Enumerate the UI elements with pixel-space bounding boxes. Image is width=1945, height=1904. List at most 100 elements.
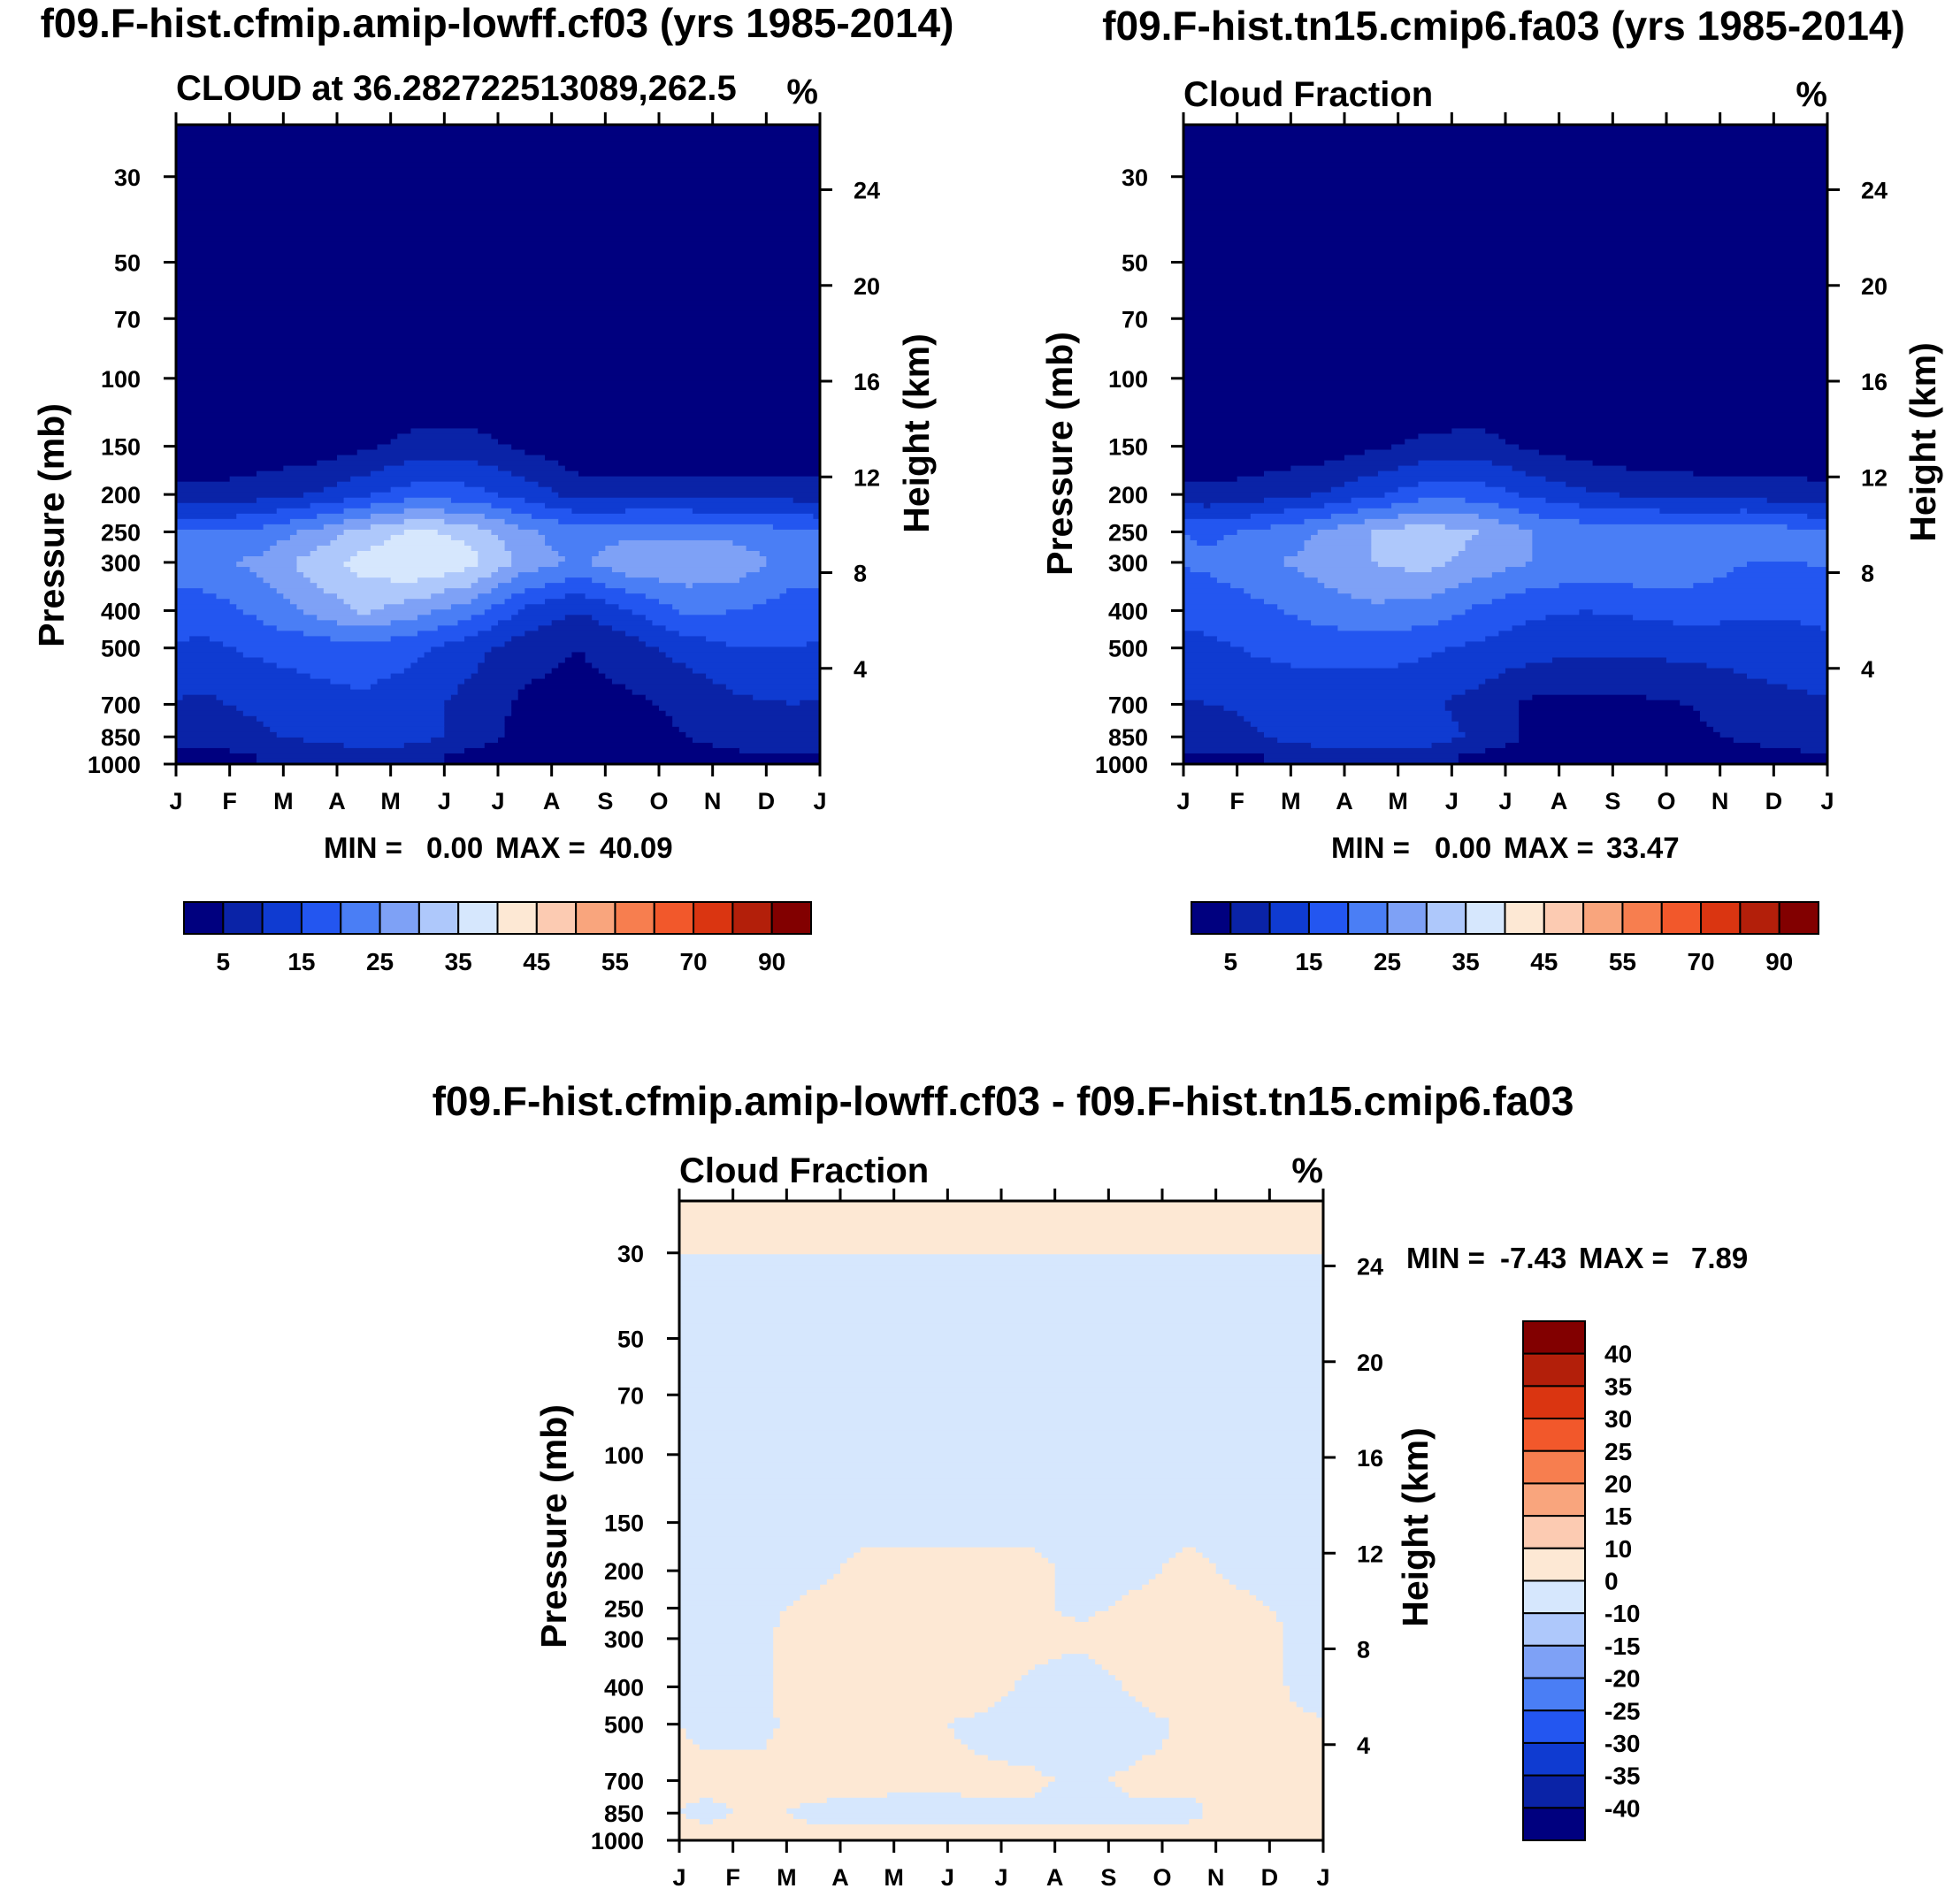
contour-cell bbox=[176, 439, 392, 446]
contour-cell bbox=[236, 646, 432, 654]
contour-cell bbox=[437, 625, 493, 631]
contour-cell bbox=[525, 631, 626, 637]
colorbar-swatch bbox=[1522, 1644, 1586, 1679]
y-tick-label: 850 bbox=[604, 1801, 644, 1827]
contour-cell bbox=[1054, 1605, 1109, 1612]
contour-cell bbox=[793, 1600, 1056, 1607]
contour-cell bbox=[1183, 433, 1420, 440]
colorbar-swatch bbox=[1465, 901, 1506, 935]
contour-cell bbox=[1182, 1547, 1197, 1554]
contour-cell bbox=[471, 615, 512, 621]
y-tick-label: 70 bbox=[617, 1382, 644, 1409]
contour-cell bbox=[390, 439, 499, 446]
colorbar-label: 90 bbox=[1765, 948, 1793, 975]
contour-cell bbox=[679, 1536, 1324, 1543]
panel-b-colorbar: 5 15 25 35 45 55 70 90 bbox=[1191, 901, 1819, 975]
contour-cell bbox=[296, 562, 345, 568]
x-tick-label: D bbox=[1765, 788, 1783, 814]
contour-cell bbox=[1431, 593, 1506, 600]
colorbar-swatch bbox=[1268, 901, 1310, 935]
contour-cell bbox=[672, 715, 821, 723]
colorbar-swatch bbox=[1522, 1741, 1586, 1777]
contour-cell bbox=[773, 1654, 1062, 1660]
contour-cell bbox=[625, 572, 747, 578]
contour-cell bbox=[390, 636, 465, 643]
contour-cell bbox=[625, 631, 680, 637]
x-tick-label: F bbox=[1229, 788, 1244, 814]
contour-cell bbox=[1478, 513, 1540, 520]
contour-cell bbox=[605, 583, 686, 589]
contour-cell bbox=[1337, 588, 1446, 594]
y-tick-label: 70 bbox=[1122, 306, 1148, 333]
contour-cell bbox=[773, 1633, 1284, 1639]
contour-cell bbox=[887, 1792, 962, 1799]
colorbar-swatch bbox=[1582, 901, 1624, 935]
contour-cell bbox=[632, 609, 680, 616]
contour-cell bbox=[1101, 1664, 1284, 1671]
contour-cell bbox=[538, 567, 613, 573]
contour-cell bbox=[625, 684, 727, 691]
contour-cell bbox=[1465, 731, 1520, 738]
y-tick-label: 100 bbox=[604, 1442, 644, 1469]
contour-cell bbox=[1054, 1594, 1123, 1602]
contour-cell bbox=[679, 1701, 774, 1708]
contour-cell bbox=[176, 615, 257, 621]
contour-cell bbox=[1290, 1686, 1324, 1692]
contour-cell bbox=[678, 631, 821, 637]
x-tick-label: N bbox=[1711, 788, 1729, 814]
contour-cell bbox=[1505, 742, 1761, 749]
contour-cell bbox=[289, 518, 345, 525]
y-tick-label: 250 bbox=[101, 519, 141, 546]
colorbar-swatch bbox=[1522, 1709, 1586, 1744]
colorbar-swatch bbox=[1522, 1515, 1586, 1549]
x-tick-label: S bbox=[597, 788, 613, 814]
contour-cell bbox=[679, 1765, 1036, 1772]
x-tick-label: A bbox=[543, 788, 561, 814]
contour-cell bbox=[679, 1296, 1324, 1304]
contour-cell bbox=[249, 567, 298, 573]
contour-cell bbox=[1135, 1696, 1290, 1702]
colorbar-label: 30 bbox=[1604, 1405, 1632, 1433]
contour-cell bbox=[1451, 715, 1520, 723]
contour-cell bbox=[1358, 508, 1520, 515]
contour-cell bbox=[692, 583, 821, 589]
panel-a-left-label: CLOUD at 36.282722513089,262.5 bbox=[176, 69, 737, 108]
panel-b-min-label: MIN = bbox=[1331, 831, 1410, 864]
contour-cell bbox=[1183, 593, 1252, 600]
contour-cell bbox=[498, 620, 553, 626]
contour-cell bbox=[1108, 1776, 1324, 1783]
contour-cell bbox=[685, 1733, 774, 1740]
contour-cell bbox=[1048, 1781, 1116, 1788]
contour-cell bbox=[176, 604, 237, 610]
contour-cell bbox=[1451, 556, 1533, 562]
contour-cell bbox=[1465, 689, 1808, 696]
contour-cell bbox=[317, 545, 371, 552]
contour-cell bbox=[1485, 747, 1802, 754]
contour-cell bbox=[779, 1717, 955, 1724]
contour-cell bbox=[1222, 1573, 1324, 1580]
contour-cell bbox=[350, 684, 371, 691]
contour-cell bbox=[679, 1233, 1324, 1239]
contour-cell bbox=[444, 758, 821, 765]
contour-cell bbox=[605, 599, 660, 605]
panel-b-max-label: MAX = bbox=[1504, 831, 1594, 864]
contour-cell bbox=[564, 465, 821, 472]
contour-cell bbox=[1183, 370, 1828, 376]
contour-cell bbox=[176, 662, 278, 669]
contour-cell bbox=[679, 1265, 1324, 1271]
contour-cell bbox=[974, 1749, 1157, 1756]
contour-cell bbox=[303, 492, 371, 499]
contour-cell bbox=[1183, 737, 1278, 744]
contour-cell bbox=[1532, 551, 1828, 557]
contour-cell bbox=[961, 1792, 1036, 1799]
contour-cell bbox=[450, 497, 525, 504]
contour-cell bbox=[1183, 577, 1218, 584]
contour-cell bbox=[1519, 524, 1788, 531]
contour-cell bbox=[1202, 1808, 1324, 1815]
contour-cell bbox=[176, 391, 821, 397]
contour-cell bbox=[1283, 508, 1359, 515]
x-tick-label: J bbox=[1820, 788, 1834, 814]
contour-cell bbox=[1183, 146, 1828, 152]
contour-cell bbox=[1405, 439, 1506, 446]
contour-cell bbox=[1760, 742, 1828, 749]
